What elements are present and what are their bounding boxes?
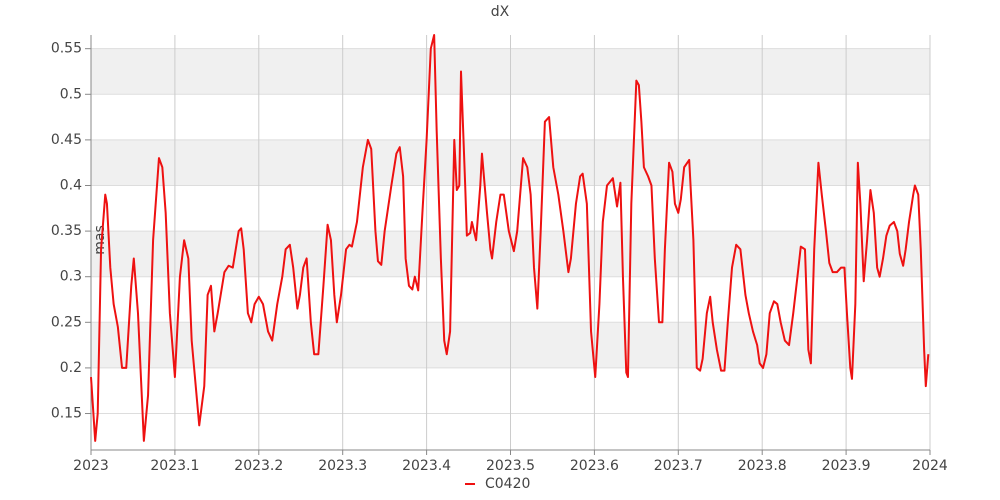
y-tick-label: 0.55 [51, 41, 82, 57]
chart-title: dX [491, 4, 510, 20]
y-tick-label: 0.4 [60, 177, 82, 193]
x-tick-label: 2023.5 [486, 458, 535, 474]
x-tick-label: 2023.6 [570, 458, 619, 474]
y-axis-label: mas [92, 225, 108, 255]
grid-layer [90, 35, 931, 450]
x-tick-label: 2023 [73, 458, 109, 474]
y-tick-label: 0.15 [51, 406, 82, 422]
y-tick-label: 0.2 [60, 360, 82, 376]
x-tick-label: 2023.4 [402, 458, 451, 474]
x-tick-label: 2024 [912, 458, 948, 474]
legend-label: C0420 [485, 476, 530, 492]
y-tick-label: 0.5 [60, 86, 82, 102]
x-tick-label: 2023.1 [150, 458, 199, 474]
x-tick-label: 2023.8 [738, 458, 787, 474]
y-tick-label: 0.45 [51, 132, 82, 148]
y-tick-label: 0.35 [51, 223, 82, 239]
x-tick-label: 2023.3 [318, 458, 367, 474]
x-tick-label: 2023.9 [822, 458, 871, 474]
y-tick-label: 0.25 [51, 314, 82, 330]
y-tick-label: 0.3 [60, 269, 82, 285]
x-tick-label: 2023.2 [234, 458, 283, 474]
x-tick-label: 2023.7 [654, 458, 703, 474]
data-line [90, 34, 930, 442]
